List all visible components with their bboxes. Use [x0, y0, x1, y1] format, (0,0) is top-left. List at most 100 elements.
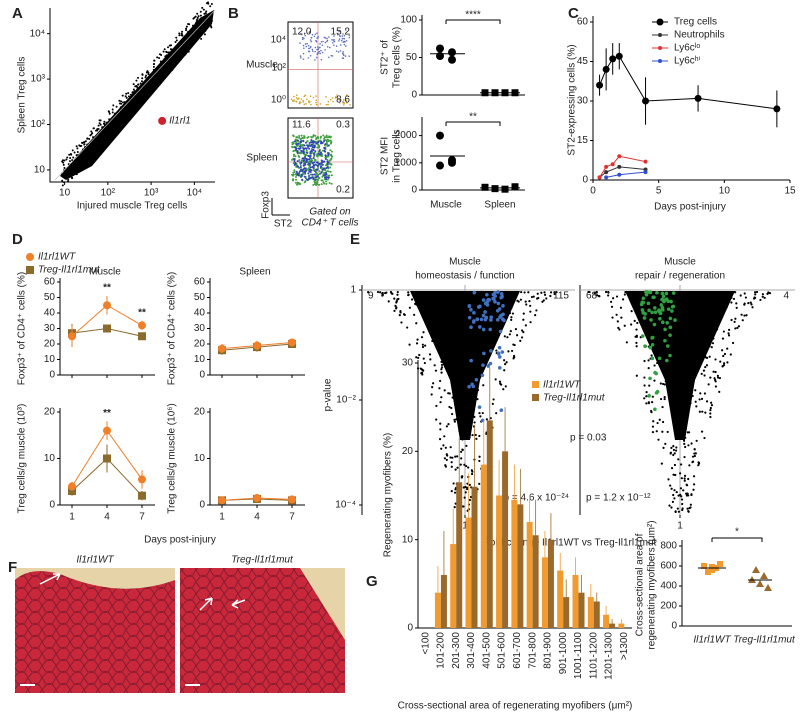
- decor-dot: [115, 105, 118, 108]
- decor-dot: [66, 175, 69, 178]
- decor-dot: [162, 61, 165, 64]
- decor-dot: [670, 446, 673, 450]
- y-tick-label: 1: [350, 285, 356, 296]
- decor-dot: [315, 175, 318, 178]
- decor-dot: [160, 69, 163, 72]
- decor-dot: [506, 292, 509, 295]
- decor-dot: [542, 299, 545, 302]
- decor-dot: [664, 442, 667, 445]
- decor-dot: [317, 48, 320, 51]
- x-tick-label: 1001-1100: [573, 632, 584, 680]
- decor-dot: [680, 477, 683, 480]
- decor-dot: [196, 18, 199, 21]
- decor-dot: [164, 55, 167, 58]
- decor-dot: [660, 291, 665, 296]
- column-title: Spleen: [239, 267, 270, 278]
- decor-dot: [638, 291, 641, 294]
- decor-dot: [634, 293, 637, 296]
- decor-dot: [476, 398, 479, 401]
- decor-dot: [345, 101, 348, 104]
- bar: [618, 623, 625, 628]
- decor-dot: [481, 313, 486, 318]
- decor-dot: [690, 493, 693, 497]
- decor-dot: [684, 362, 687, 366]
- decor-dot: [501, 309, 504, 312]
- gene-label: Il1rl1: [169, 116, 191, 127]
- decor-dot: [553, 292, 556, 296]
- decor-dot: [477, 329, 480, 333]
- data-point: [436, 52, 444, 60]
- decor-dot: [652, 420, 655, 423]
- decor-dot: [463, 427, 466, 430]
- decor-dot: [345, 29, 347, 31]
- decor-dot: [316, 32, 318, 34]
- decor-dot: [293, 99, 295, 101]
- decor-dot: [326, 143, 329, 146]
- decor-dot: [668, 353, 672, 358]
- decor-dot: [329, 139, 332, 142]
- x-tick-label: 401-500: [481, 632, 492, 669]
- decor-dot: [304, 43, 307, 45]
- decor-dot: [298, 161, 301, 164]
- decor-dot: [706, 356, 709, 360]
- decor-dot: [751, 306, 754, 309]
- decor-dot: [307, 177, 310, 180]
- decor-dot: [329, 153, 332, 156]
- decor-dot: [450, 333, 453, 336]
- data-point: [756, 580, 764, 587]
- decor-dot: [462, 486, 465, 489]
- decor-dot: [504, 300, 507, 303]
- decor-dot: [473, 339, 476, 342]
- decor-dot: [676, 507, 679, 510]
- image-wt: [15, 568, 175, 693]
- decor-dot: [497, 307, 502, 311]
- decor-dot: [326, 40, 328, 43]
- decor-dot: [471, 305, 475, 308]
- x-tick-label: 1: [219, 512, 225, 523]
- decor-dot: [321, 163, 324, 166]
- decor-dot: [311, 34, 314, 36]
- decor-dot: [475, 437, 478, 440]
- decor-dot: [162, 70, 165, 73]
- decor-dot: [204, 25, 207, 28]
- decor-dot: [431, 386, 434, 389]
- decor-dot: [714, 380, 717, 383]
- quadrant-value: 12.0: [292, 27, 312, 38]
- decor-dot: [478, 304, 482, 309]
- decor-dot: [612, 297, 615, 300]
- decor-dot: [472, 345, 475, 348]
- gate-note: Gated on: [309, 207, 351, 218]
- decor-dot: [149, 73, 152, 76]
- decor-dot: [339, 99, 342, 101]
- decor-dot: [119, 115, 122, 118]
- decor-dot: [296, 94, 298, 97]
- decor-dot: [83, 141, 86, 144]
- data-point: [103, 301, 111, 310]
- decor-dot: [421, 343, 424, 346]
- decor-dot: [196, 16, 199, 19]
- decor-dot: [313, 144, 316, 147]
- decor-dot: [297, 147, 300, 150]
- decor-dot: [721, 365, 724, 368]
- decor-dot: [451, 456, 454, 459]
- decor-dot: [680, 463, 683, 466]
- decor-dot: [111, 129, 114, 132]
- decor-dot: [450, 465, 453, 468]
- decor-dot: [209, 18, 212, 21]
- decor-dot: [676, 427, 680, 430]
- data-point: [253, 494, 261, 503]
- axis: [681, 540, 792, 627]
- decor-dot: [660, 305, 665, 310]
- y-axis-label: in Treg cells: [392, 129, 403, 182]
- decor-dot: [169, 60, 172, 63]
- decor-dot: [344, 40, 346, 43]
- decor-dot: [453, 418, 456, 421]
- decor-dot: [683, 479, 686, 482]
- decor-dot: [155, 74, 158, 77]
- decor-dot: [670, 467, 674, 470]
- decor-dot: [184, 35, 187, 38]
- y-axis-label: ST2⁺ of: [380, 40, 391, 75]
- decor-dot: [466, 487, 469, 491]
- decor-dot: [300, 159, 303, 162]
- decor-dot: [302, 168, 305, 171]
